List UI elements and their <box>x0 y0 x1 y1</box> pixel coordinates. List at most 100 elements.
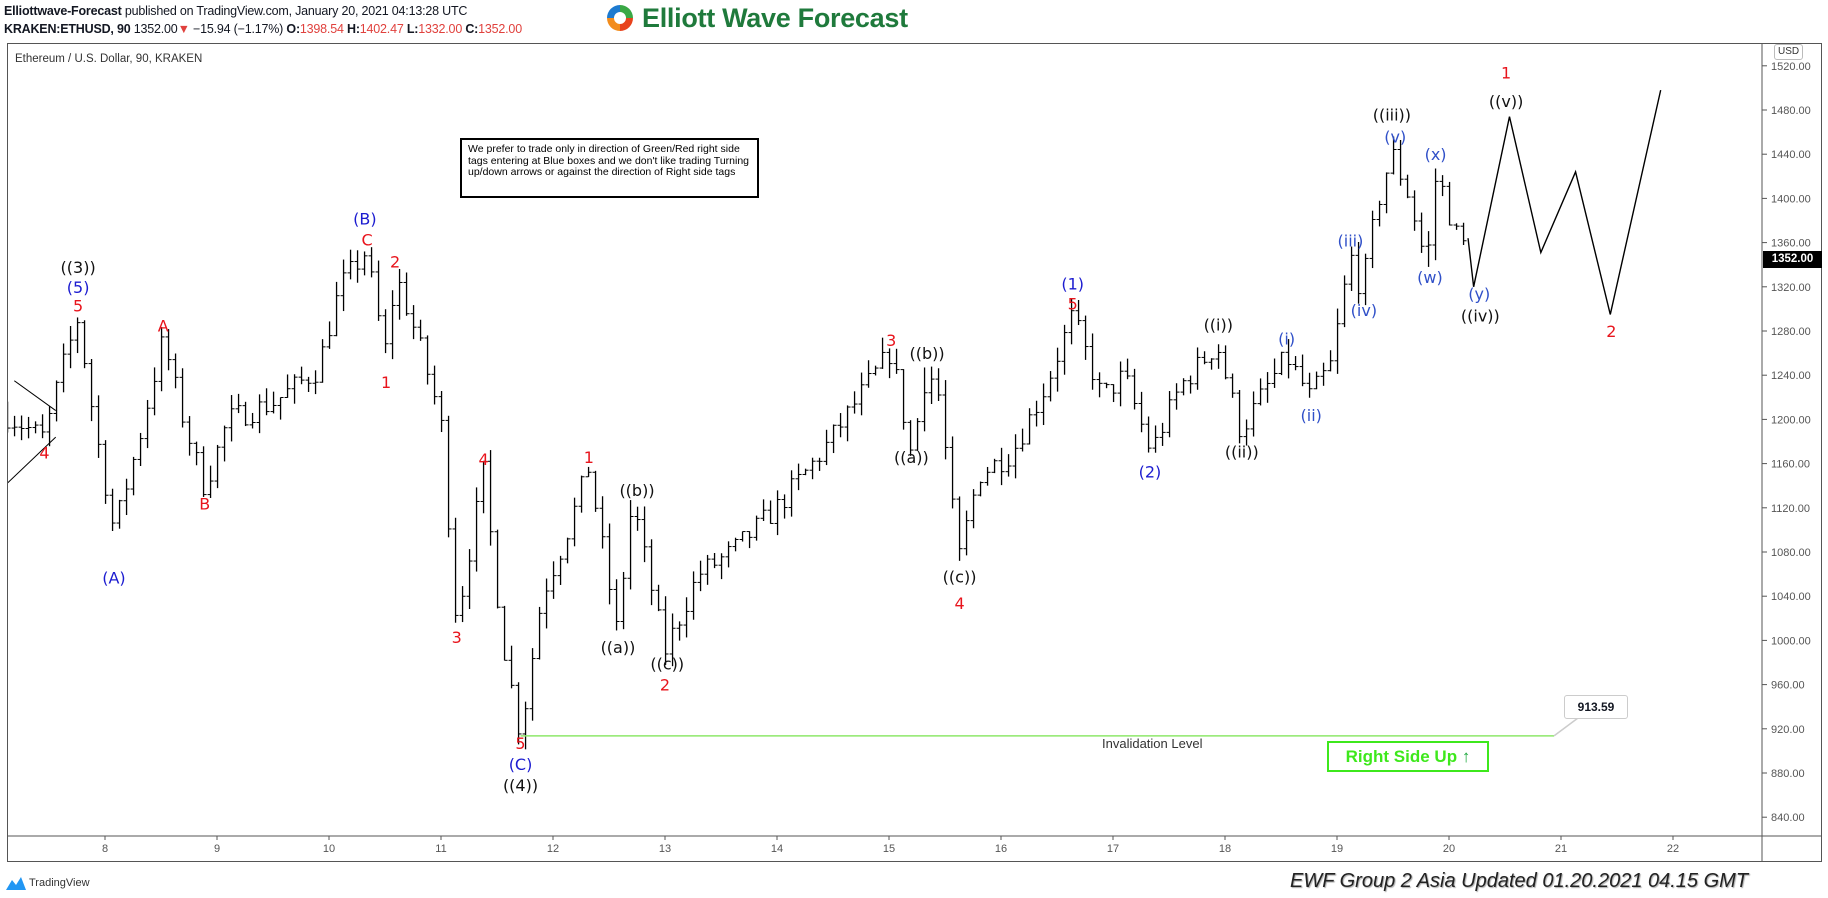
ohlc-bar <box>879 337 886 369</box>
ohlc-bar <box>1278 351 1285 376</box>
time-tick-label: 19 <box>1331 843 1343 855</box>
wave-label: ((c)) <box>650 655 684 674</box>
ohlc-bar <box>1376 200 1383 227</box>
published-text: published on TradingView.com, January 20… <box>124 4 468 18</box>
price-tick-label: 1240.00 <box>1771 370 1811 382</box>
ohlc-bar <box>942 380 949 460</box>
ohlc-bar <box>361 251 368 276</box>
ohlc-bar <box>606 523 613 605</box>
currency-button[interactable]: USD <box>1774 44 1804 60</box>
ohlc-bar <box>767 500 774 524</box>
time-tick-label: 16 <box>995 843 1007 855</box>
price-tick-label: 1440.00 <box>1771 149 1811 161</box>
ewf-logo: Elliott Wave Forecast <box>604 1 908 35</box>
ohlc-bar <box>221 425 228 462</box>
price-tick-label: 920.00 <box>1771 724 1805 736</box>
ohlc-bar <box>1096 372 1103 398</box>
time-tick-label: 17 <box>1107 843 1119 855</box>
ohlc-bar <box>907 420 914 456</box>
header-line-2: KRAKEN:ETHUSD, 90 1352.00▼ −15.94 (−1.17… <box>4 22 522 36</box>
ohlc-bar <box>1250 391 1257 437</box>
wave-label: (1) <box>1061 274 1084 293</box>
ohlc-bar <box>172 353 179 389</box>
ohlc-bar <box>1320 362 1327 386</box>
ohlc-bar <box>1432 168 1439 261</box>
ohlc-bar <box>1369 210 1376 269</box>
ohlc-bar <box>1089 333 1096 390</box>
ohlc-bar <box>284 374 291 398</box>
price-tick-label: 1080.00 <box>1771 547 1811 559</box>
wave-label: 2 <box>390 252 400 271</box>
ohlc-bar <box>403 272 410 316</box>
wave-label: ((i)) <box>1204 315 1233 334</box>
ohlc-bar <box>1453 223 1460 230</box>
ohlc-bar <box>1145 416 1152 453</box>
ohlc-bar <box>515 682 522 745</box>
ohlc-bar <box>1194 347 1201 390</box>
ohlc-bar <box>774 490 781 536</box>
ohlc-bar <box>1285 339 1292 379</box>
ohlc-bar <box>571 497 578 547</box>
up-arrow-icon: ↑ <box>1461 747 1471 766</box>
ohlc-bar <box>1257 378 1264 406</box>
ohlc-bar <box>123 478 130 516</box>
ohlc-bar <box>1292 356 1299 371</box>
ohlc-bar <box>1061 324 1068 375</box>
ohlc-bar <box>410 305 417 340</box>
ohlc-bar <box>319 339 326 383</box>
ohlc-bar <box>445 415 452 538</box>
ohlc-bar <box>564 537 571 564</box>
triangle-line <box>8 436 57 484</box>
ohlc-bar <box>1019 428 1026 452</box>
ohlc-bar <box>81 320 88 369</box>
ohlc-bar <box>179 368 186 428</box>
symbol: KRAKEN:ETHUSD, 90 <box>4 22 131 36</box>
publisher-name[interactable]: Elliottwave-Forecast <box>4 4 122 18</box>
ohlc-bar <box>193 441 200 466</box>
ohlc-bar <box>1334 308 1341 374</box>
wave-label: 5 <box>73 297 83 316</box>
ohlc-bar <box>837 413 844 438</box>
ohlc-bar <box>137 432 144 467</box>
wave-label: (iv) <box>1351 301 1377 320</box>
ohlc-bar <box>249 412 256 429</box>
plot-area: ((3))(5)54(A)AB(B)C21345(C)((4))1((b))((… <box>8 63 1662 795</box>
ohlc-bar <box>312 370 319 395</box>
time-tick-label: 15 <box>883 843 895 855</box>
price-tick-label: 1320.00 <box>1771 282 1811 294</box>
chart-frame <box>7 43 1822 862</box>
wave-label: ((ii)) <box>1225 442 1259 461</box>
price-tick-label: 1120.00 <box>1771 503 1810 515</box>
ohlc-bar <box>18 415 25 441</box>
ohlc-bar <box>1383 172 1390 214</box>
ohlc-bar <box>1187 375 1194 394</box>
time-tick-label: 11 <box>435 843 446 855</box>
ohlc-bar <box>1313 371 1320 390</box>
ohlc-bar <box>354 250 361 283</box>
low-value: 1332.00 <box>418 22 463 36</box>
ohlc-bar <box>186 416 193 456</box>
ohlc-bar <box>1124 358 1131 380</box>
ohlc-bar <box>795 463 802 491</box>
ohlc-bar <box>1040 383 1047 426</box>
triangle-line <box>13 380 57 411</box>
wave-label: (C) <box>509 755 533 774</box>
ohlc-bar <box>74 317 81 354</box>
price-tick-label: 1040.00 <box>1771 591 1811 603</box>
ohlc-bar <box>529 648 536 721</box>
ohlc-bar <box>459 586 466 623</box>
update-footer: EWF Group 2 Asia Updated 01.20.2021 04.1… <box>1290 870 1749 892</box>
wave-label: (y) <box>1468 284 1490 303</box>
ohlc-bar <box>1166 391 1173 438</box>
ohlc-bar <box>984 466 991 486</box>
wave-label: ((iv)) <box>1461 307 1500 326</box>
wave-label: (ii) <box>1301 406 1322 425</box>
ohlc-bar <box>8 401 11 433</box>
tradingview-logo[interactable]: TradingView <box>6 876 90 890</box>
wave-label: (iii) <box>1338 231 1364 250</box>
ohlc-bar <box>886 348 893 379</box>
ohlc-bar <box>263 388 270 416</box>
ohlc-bar <box>760 499 767 522</box>
wave-label: 5 <box>1068 294 1078 313</box>
